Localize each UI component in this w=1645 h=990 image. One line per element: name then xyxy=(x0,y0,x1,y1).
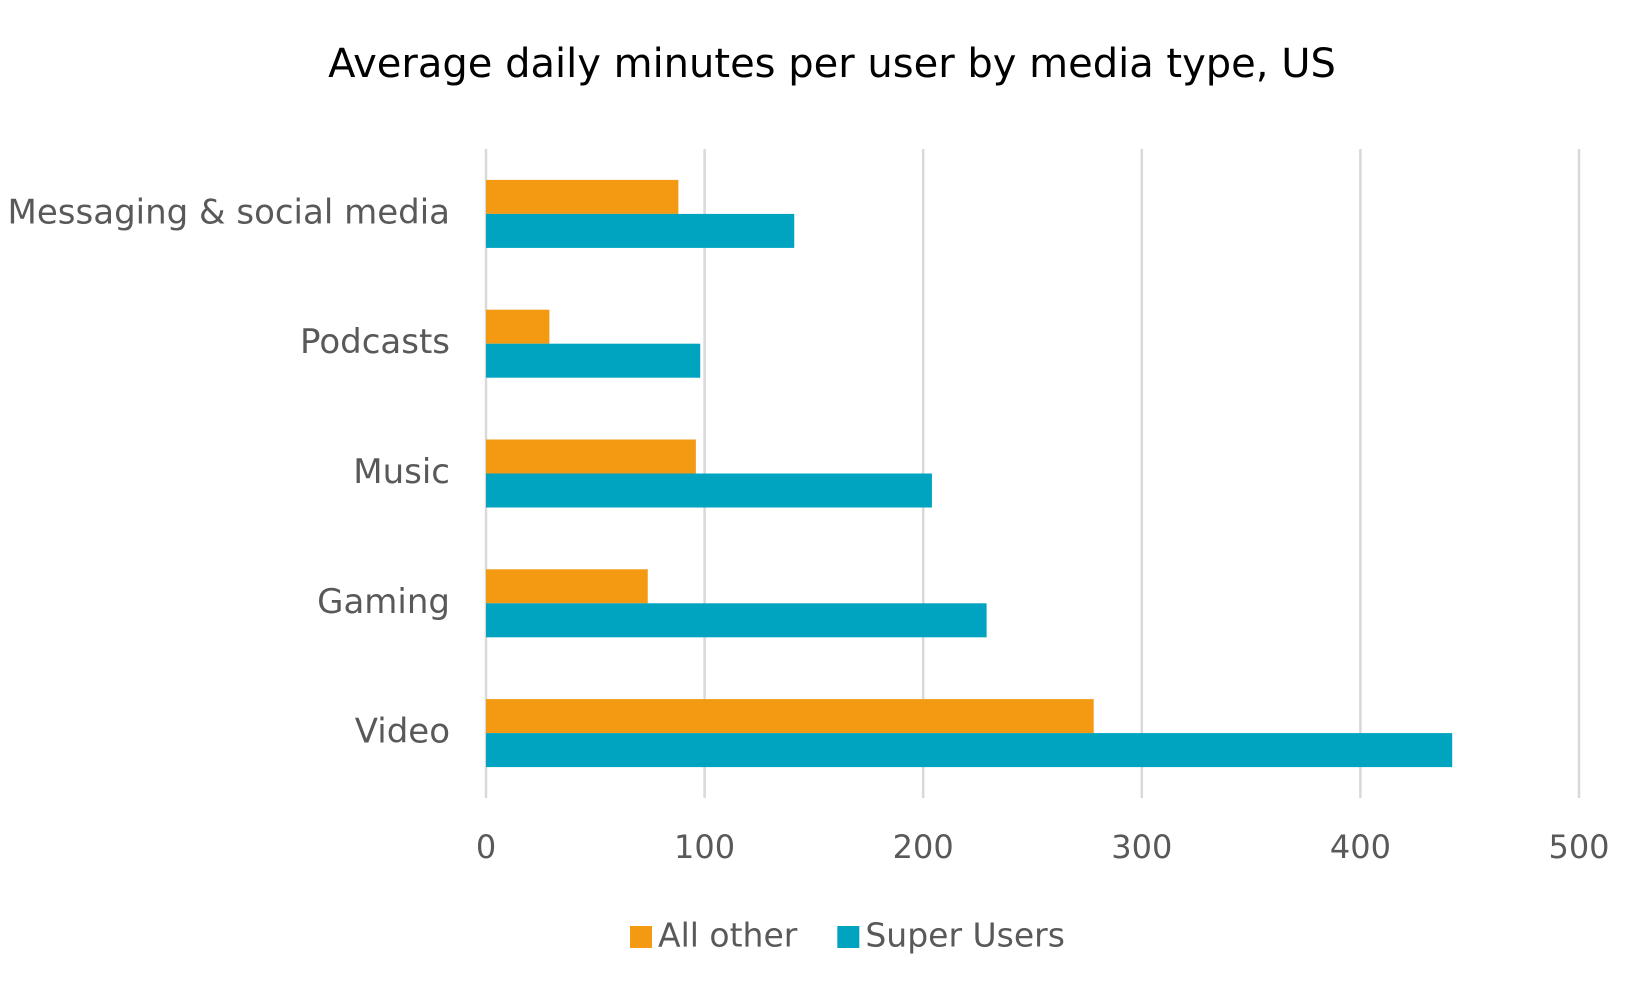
bar xyxy=(486,179,679,214)
y-tick-label: Messaging & social media xyxy=(8,192,450,232)
bar xyxy=(486,699,1094,734)
bar xyxy=(486,439,696,474)
legend-swatch xyxy=(630,926,652,948)
legend-swatch xyxy=(837,926,860,948)
bar xyxy=(486,213,795,248)
bar xyxy=(486,733,1453,768)
legend-label: Super Users xyxy=(865,916,1065,955)
y-tick-label: Podcasts xyxy=(300,322,450,362)
bar xyxy=(486,343,701,378)
y-tick-label: Gaming xyxy=(317,582,450,622)
legend-label: All other xyxy=(658,916,798,955)
x-tick-label: 500 xyxy=(1548,828,1609,866)
x-tick-label: 400 xyxy=(1330,828,1391,866)
x-tick-label: 200 xyxy=(893,828,954,866)
x-tick-label: 0 xyxy=(476,828,496,866)
bar xyxy=(486,603,987,638)
chart-title: Average daily minutes per user by media … xyxy=(328,41,1336,87)
bar xyxy=(486,309,550,344)
x-tick-label: 300 xyxy=(1111,828,1172,866)
bar xyxy=(486,569,648,604)
y-tick-label: Music xyxy=(353,452,450,492)
y-tick-label: Video xyxy=(355,712,450,752)
x-tick-label: 100 xyxy=(674,828,735,866)
bar xyxy=(486,473,932,508)
